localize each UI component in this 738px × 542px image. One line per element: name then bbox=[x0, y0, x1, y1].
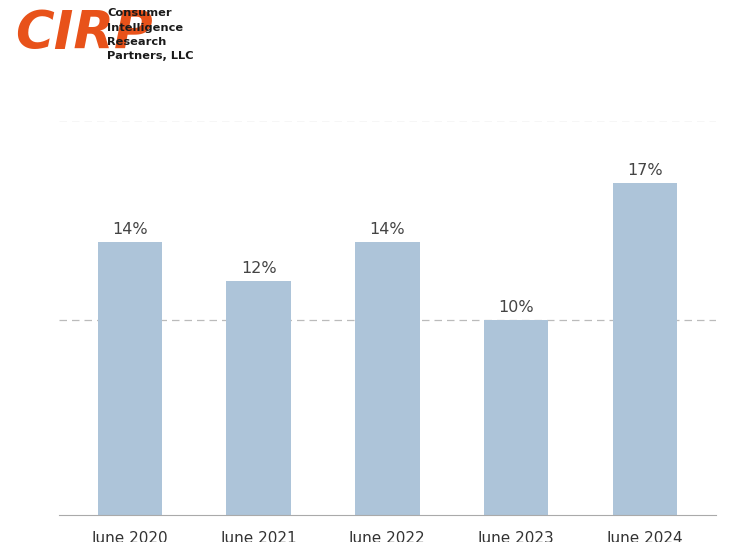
Text: Consumer
Intelligence
Research
Partners, LLC: Consumer Intelligence Research Partners,… bbox=[107, 8, 193, 61]
Bar bbox=[227, 281, 291, 515]
Bar bbox=[484, 320, 548, 515]
Bar bbox=[355, 242, 420, 515]
Text: 12%: 12% bbox=[241, 261, 277, 276]
Text: CIRP: CIRP bbox=[15, 8, 152, 60]
Bar bbox=[97, 242, 162, 515]
Text: 14%: 14% bbox=[370, 222, 405, 237]
Text: 17%: 17% bbox=[627, 163, 663, 178]
Text: 14%: 14% bbox=[112, 222, 148, 237]
Text: 10%: 10% bbox=[498, 300, 534, 315]
Bar bbox=[613, 183, 677, 515]
